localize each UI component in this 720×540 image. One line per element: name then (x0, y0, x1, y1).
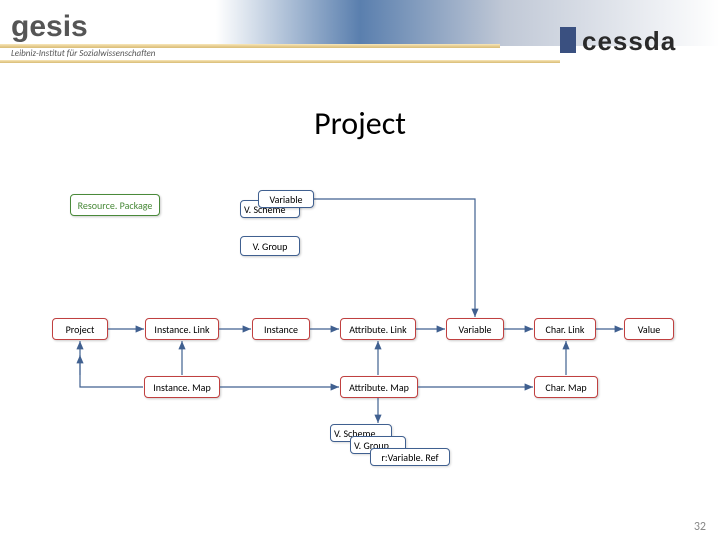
node-project: Project (52, 318, 108, 340)
svg-text:cessda: cessda (582, 26, 676, 56)
page-number: 32 (694, 520, 706, 534)
gesis-logo-text: gesis (11, 10, 88, 43)
node-char-map: Char. Map (534, 376, 598, 398)
node-instance-map: Instance. Map (144, 376, 220, 398)
node-value: Value (624, 318, 674, 340)
node-instance: Instance (252, 318, 310, 340)
node-attribute-map: Attribute. Map (340, 376, 418, 398)
node-vgroup-top: V. Group (240, 236, 300, 256)
page-title: Project (0, 104, 720, 143)
stack-varref: r:Variable. Ref (370, 448, 450, 466)
node-char-link: Char. Link (534, 318, 596, 340)
tagline: Leibniz-Institut für Sozialwissenschafte… (11, 48, 155, 59)
header-bg: gesis cessda (0, 0, 720, 70)
node-variable-top: Variable (258, 190, 314, 208)
node-attribute-link: Attribute. Link (340, 318, 416, 340)
node-resource-package: Resource. Package (70, 194, 160, 216)
stack-bottom: V. Scheme V. Group r:Variable. Ref (330, 424, 450, 468)
node-instance-link: Instance. Link (145, 318, 219, 340)
node-variable: Variable (446, 318, 504, 340)
header: gesis cessda Leibniz-Institut für Sozial… (0, 0, 720, 70)
